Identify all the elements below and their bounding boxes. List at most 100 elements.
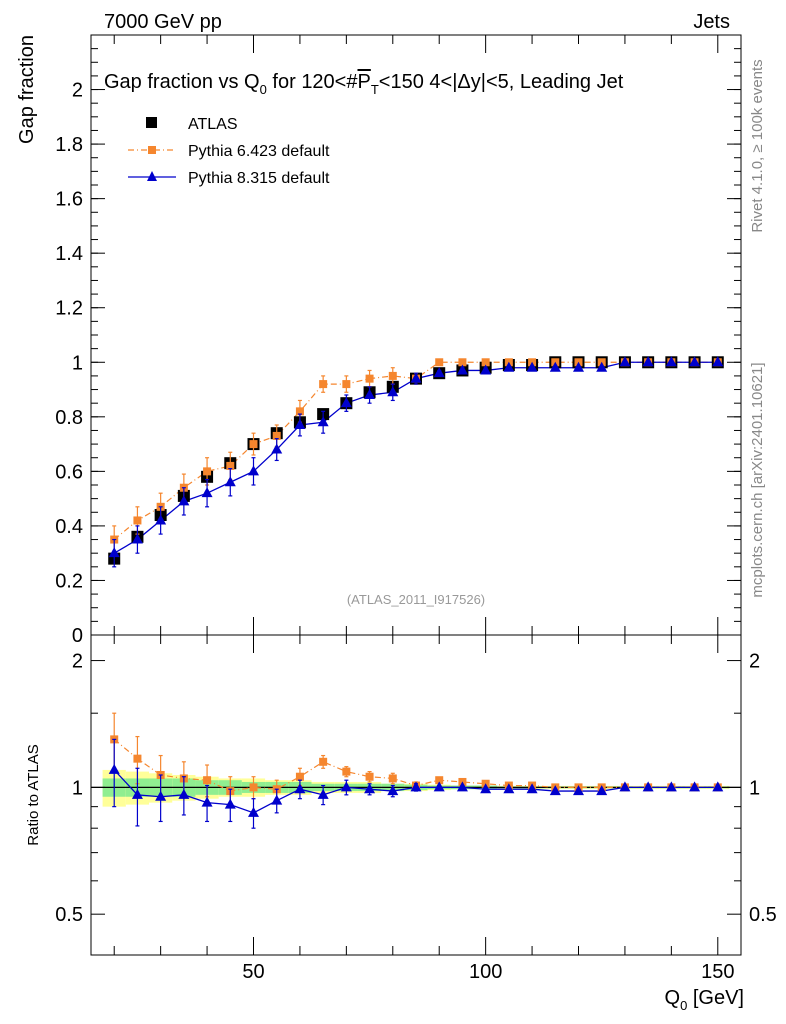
y-tick-label: 0.6 (55, 461, 83, 483)
ratio-pythia6-point (435, 776, 444, 785)
ratio-y-axis-label: Ratio to ATLAS (25, 744, 42, 845)
x-tick-label: 100 (469, 961, 502, 983)
pythia8-point (271, 443, 283, 454)
rivet-version-label: Rivet 4.1.0, ≥ 100k events (749, 59, 766, 232)
ratio-pythia8-point (480, 783, 492, 794)
pythia6-point (481, 358, 490, 367)
pythia6-point (342, 380, 351, 389)
pythia6-point (458, 358, 467, 367)
x-tick-label: 150 (701, 961, 734, 983)
ratio-pythia8-point (596, 785, 608, 796)
ratio-pythia6-point (133, 754, 142, 763)
ratio-pythia8-point (364, 783, 376, 794)
pythia6-point (435, 358, 444, 367)
ratio-y-tick-label-right: 1 (749, 777, 760, 799)
ratio-pythia8-point (573, 785, 584, 796)
ratio-pythia6-point (249, 783, 258, 792)
y-tick-label: 2 (72, 80, 83, 102)
analysis-id-label: (ATLAS_2011_I917526) (347, 592, 485, 607)
pythia8-point (526, 361, 538, 372)
legend-label-atlas: ATLAS (188, 116, 238, 133)
pythia8-point (364, 389, 376, 399)
header-category-label: Jets (693, 11, 730, 33)
pythia8-point (665, 356, 677, 367)
ratio-pythia8-point (387, 785, 399, 796)
legend-marker-atlas (146, 117, 157, 128)
pythia6-point (295, 407, 304, 416)
ratio-pythia8-point (642, 781, 654, 792)
ratio-pythia6-point (388, 774, 397, 783)
pythia8-point (108, 547, 120, 558)
pythia8-point (340, 397, 352, 408)
pythia8-point (456, 364, 468, 375)
y-tick-label: 1 (72, 352, 83, 374)
ratio-pythia8-point (224, 798, 236, 809)
pythia6-point (272, 431, 281, 440)
ratio-pythia8-point (712, 781, 724, 792)
pythia8-point (317, 416, 329, 427)
ratio-pythia8-point (410, 781, 422, 792)
title-pt-overline: P (357, 71, 370, 93)
ratio-pythia8-point (317, 788, 329, 799)
ratio-pythia8-point (294, 783, 306, 794)
y-tick-label: 0.2 (55, 570, 83, 592)
pythia8-point (689, 356, 701, 367)
pythia6-point (203, 467, 212, 476)
ratio-pythia8-point (503, 783, 515, 794)
pythia6-line (113, 361, 718, 541)
ratio-y-tick-label-right: 0.5 (749, 904, 777, 926)
pythia8-point (480, 364, 492, 375)
ratio-pythia6-point (203, 776, 212, 785)
x-tick-label: 50 (242, 961, 264, 983)
y-tick-label: 0.8 (55, 407, 83, 429)
ratio-series-group (108, 712, 724, 829)
pythia8-point (178, 495, 190, 506)
y-axis-label: Gap fraction (16, 35, 38, 144)
header-energy-label: 7000 GeV pp (104, 11, 222, 33)
ratio-pythia8-point (456, 781, 468, 792)
ratio-pythia8-point (108, 763, 120, 774)
ratio-plot-panel: 0.5 0.5 1 1 2 2 50 100 150 Ratio to ATLAS (25, 634, 777, 983)
pythia8-point (619, 356, 631, 367)
pythia8-point (549, 361, 561, 372)
pythia8-point (410, 372, 422, 383)
ratio-pythia8-point (549, 785, 561, 796)
pythia8-line (113, 361, 718, 554)
pythia6-point (249, 440, 258, 449)
pythia8-point (224, 476, 236, 487)
ratio-y-tick-label-right: 2 (749, 651, 760, 673)
y-tick-label: 1.2 (55, 298, 83, 320)
x-axis-label: Q0 [GeV] (665, 987, 745, 1013)
pythia6-point (319, 380, 328, 389)
pythia8-point (387, 386, 399, 397)
legend-label-pythia8: Pythia 8.315 default (188, 170, 330, 187)
pythia8-point (131, 533, 143, 544)
ratio-y-tick-label: 2 (72, 651, 83, 673)
y-tick-label: 1.8 (55, 134, 83, 156)
legend-marker-pythia6 (148, 146, 156, 154)
pythia8-point (573, 361, 584, 372)
main-series-group (108, 356, 724, 568)
mcplots-source-label: mcplots.cern.ch [arXiv:2401.10621] (749, 362, 766, 597)
pythia8-point (596, 361, 608, 372)
ratio-y-tick-label: 1 (72, 777, 83, 799)
ratio-pythia8-point (201, 796, 213, 807)
ratio-pythia8-point (248, 806, 259, 817)
ratio-pythia6-point (365, 772, 374, 781)
y-tick-label: 0.4 (55, 516, 83, 538)
main-x-axis (113, 35, 719, 635)
y-tick-label: 1.4 (55, 243, 83, 265)
ratio-pythia8-point (178, 788, 190, 799)
ratio-pythia8-point (689, 781, 701, 792)
pythia6-point (365, 374, 374, 383)
legend-marker-pythia8 (147, 171, 157, 181)
main-plot-panel: 0 0.2 0.4 0.6 0.8 1 1.2 1.4 1.6 1.8 2 Gap fraction… (16, 34, 742, 647)
ratio-y-axis: 0.5 0.5 1 1 2 2 (55, 651, 777, 927)
ratio-plot-frame (90, 634, 742, 956)
ratio-pythia6-point (319, 757, 328, 766)
legend: ATLAS Pythia 6.423 default Pythia 8.315 … (128, 116, 330, 187)
pythia8-point (503, 361, 515, 372)
pythia8-point (712, 356, 724, 367)
pythia6-point (133, 516, 142, 525)
